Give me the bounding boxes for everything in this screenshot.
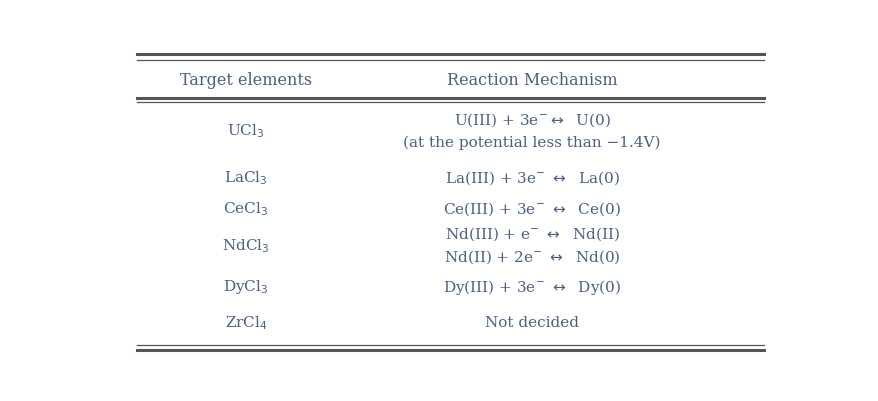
Text: La(III) + 3e$^{-}$ $\leftrightarrow$  La(0): La(III) + 3e$^{-}$ $\leftrightarrow$ La(… xyxy=(444,169,619,186)
Text: ZrCl$_4$: ZrCl$_4$ xyxy=(225,314,267,332)
Text: U(III) + 3e$^{-}$$\leftrightarrow$  U(0): U(III) + 3e$^{-}$$\leftrightarrow$ U(0) xyxy=(453,111,610,129)
Text: Reaction Mechanism: Reaction Mechanism xyxy=(446,72,617,89)
Text: Nd(III) + e$^{-}$ $\leftrightarrow$  Nd(II): Nd(III) + e$^{-}$ $\leftrightarrow$ Nd(I… xyxy=(444,225,619,243)
Text: Dy(III) + 3e$^{-}$ $\leftrightarrow$  Dy(0): Dy(III) + 3e$^{-}$ $\leftrightarrow$ Dy(… xyxy=(443,278,621,297)
Text: UCl$_3$: UCl$_3$ xyxy=(227,123,264,140)
Text: CeCl$_3$: CeCl$_3$ xyxy=(223,200,269,217)
Text: LaCl$_3$: LaCl$_3$ xyxy=(224,169,268,186)
Text: Nd(II) + 2e$^{-}$ $\leftrightarrow$  Nd(0): Nd(II) + 2e$^{-}$ $\leftrightarrow$ Nd(0… xyxy=(443,249,620,266)
Text: NdCl$_3$: NdCl$_3$ xyxy=(222,237,270,255)
Text: Ce(III) + 3e$^{-}$ $\leftrightarrow$  Ce(0): Ce(III) + 3e$^{-}$ $\leftrightarrow$ Ce(… xyxy=(443,200,621,217)
Text: DyCl$_3$: DyCl$_3$ xyxy=(223,278,269,296)
Text: (at the potential less than −1.4V): (at the potential less than −1.4V) xyxy=(403,136,660,150)
Text: Target elements: Target elements xyxy=(180,72,312,89)
Text: Not decided: Not decided xyxy=(485,316,579,330)
